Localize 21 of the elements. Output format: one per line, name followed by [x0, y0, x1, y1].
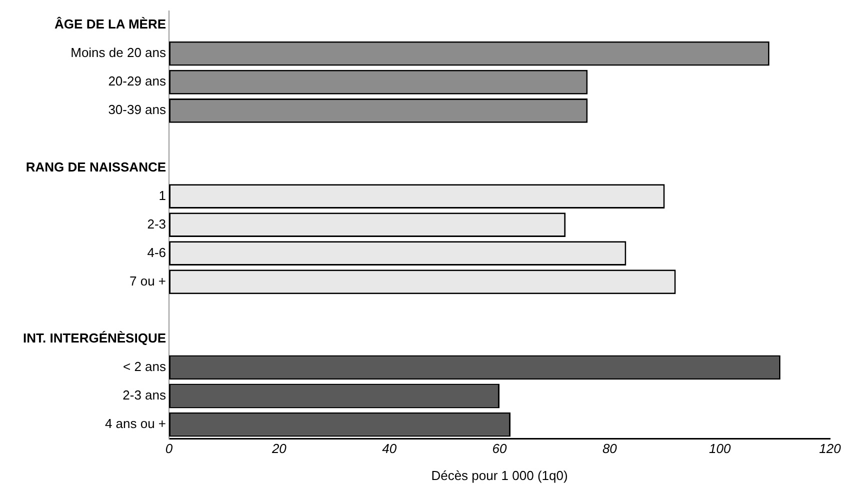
y-tick-label: 2-3 ans [122, 388, 167, 403]
y-tick-label: ÂGE DE LA MÈRE [54, 16, 166, 32]
x-tick-label: 20 [270, 441, 288, 456]
y-tick-label: 4 ans ou + [104, 416, 166, 432]
x-tick-label: 80 [602, 441, 618, 456]
x-tick-label: 100 [708, 441, 732, 456]
y-tick-label: 4-6 [147, 244, 166, 260]
y-tick-label: INT. INTERGÉNÈSIQUE [22, 330, 166, 346]
y-tick-label: Moins de 20 ans [70, 45, 167, 60]
x-axis-title: Décès pour 1 000 (1q0) [431, 468, 568, 483]
y-tick-label: < 2 ans [123, 359, 167, 374]
y-tick-label: 2-3 [147, 216, 166, 232]
y-tick-label: RANG DE NAISSANCE [26, 159, 166, 174]
y-tick-label: 30-39 ans [108, 102, 167, 118]
y-tick-label: 7 ou + [130, 273, 166, 288]
x-tick-label: 40 [382, 441, 398, 456]
x-tick-label: 0 [165, 441, 174, 456]
x-tick-label: 60 [492, 441, 508, 456]
x-tick-label: 120 [819, 441, 842, 456]
y-tick-label: 1 [158, 188, 166, 203]
y-tick-label: 20-29 ans [108, 74, 167, 89]
